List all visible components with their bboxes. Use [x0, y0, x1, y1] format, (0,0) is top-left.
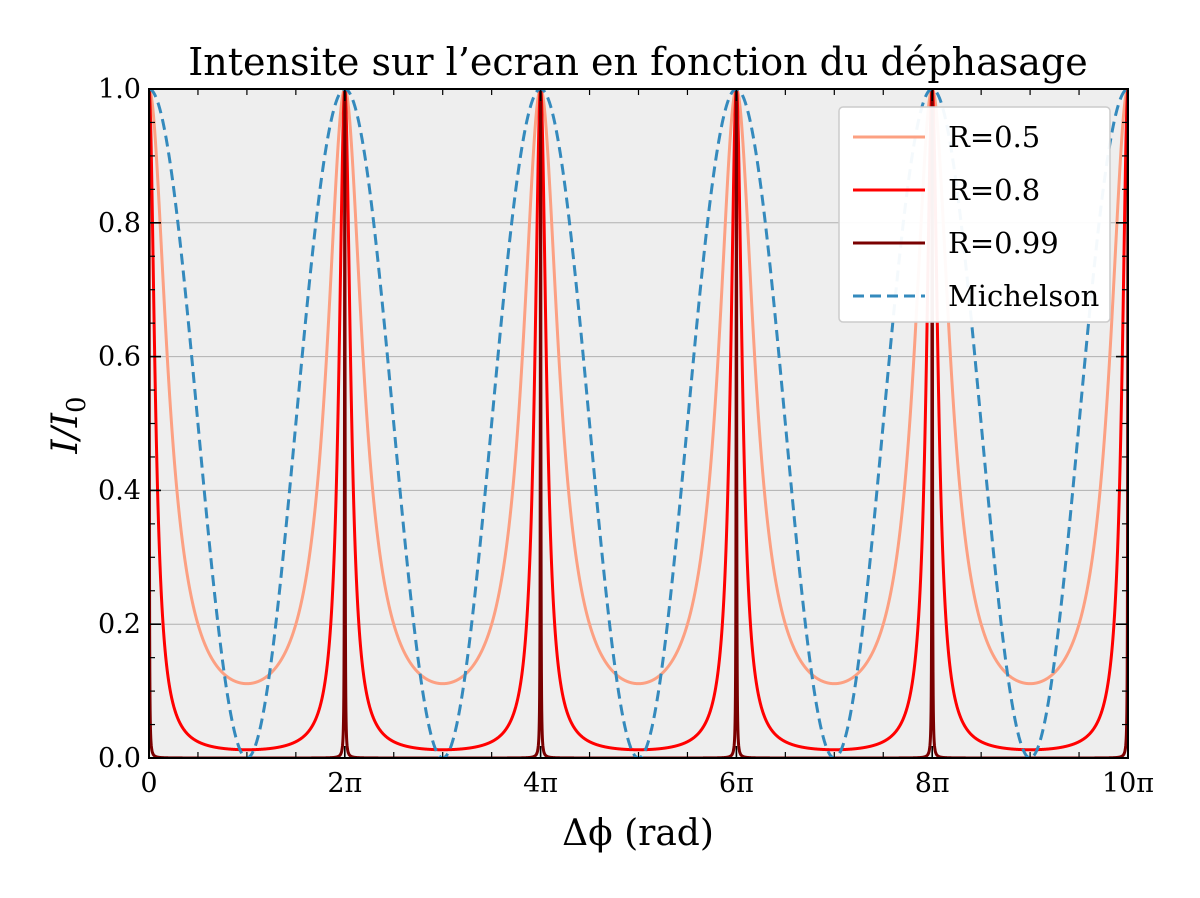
series-line-3	[149, 89, 1128, 758]
x-tick-label: 10π	[1102, 768, 1154, 799]
legend-label: Michelson	[948, 279, 1099, 313]
x-tick-label: 6π	[719, 768, 754, 799]
legend-label: R=0.5	[948, 120, 1040, 154]
series-line-0	[149, 89, 1128, 686]
y-axis-label-main: I/I	[45, 412, 86, 454]
x-axis-label: Δϕ (rad)	[562, 813, 714, 854]
y-axis-label: I/I0	[45, 396, 92, 454]
y-tick-label: 0.4	[98, 475, 141, 506]
y-tick-label: 0.6	[98, 342, 141, 373]
series-line-1	[149, 89, 1128, 752]
x-tick-label: 2π	[327, 768, 362, 799]
axis-tick-labels: 0.0 0.2 0.4 0.6 0.8 1.0 0 2π 4π 6π 8π 10π	[98, 74, 1154, 799]
y-tick-label: 0.0	[98, 743, 141, 774]
legend-box	[838, 106, 1111, 323]
y-tick-label: 0.2	[98, 609, 141, 640]
y-tick-label: 1.0	[98, 74, 141, 105]
legend-label: R=0.99	[948, 226, 1059, 260]
legend-label: R=0.8	[948, 173, 1040, 207]
y-axis-label-sub: 0	[62, 396, 92, 413]
x-tick-label: 0	[140, 768, 157, 799]
x-tick-label: 8π	[915, 768, 950, 799]
chart-title: Intensite sur l’ecran en fonction du dép…	[188, 40, 1088, 84]
axis-ticks	[148, 88, 1129, 759]
x-tick-label: 4π	[523, 768, 558, 799]
y-tick-label: 0.8	[98, 208, 141, 239]
grid-lines	[149, 222, 1128, 625]
legend: R=0.5 R=0.8 R=0.99 Michelson	[838, 106, 1111, 323]
